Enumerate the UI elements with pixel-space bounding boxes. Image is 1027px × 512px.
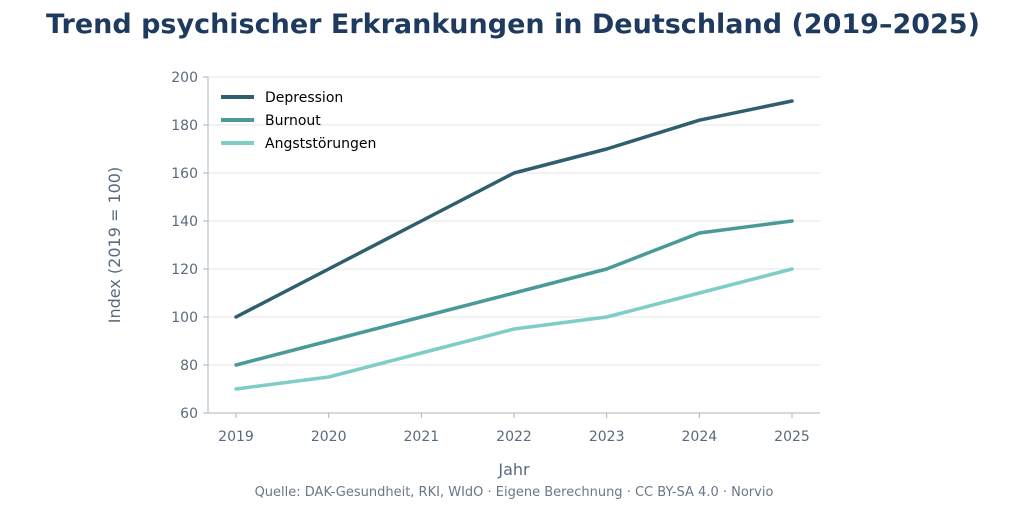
- legend: Depression Burnout Angststörungen: [221, 90, 376, 152]
- y-tick-label: 140: [171, 214, 198, 230]
- y-tick-label: 180: [171, 118, 198, 134]
- source-note: Quelle: DAK-Gesundheit, RKI, WIdO · Eige…: [255, 485, 774, 500]
- x-tick-label: 2022: [496, 429, 532, 445]
- chart-title: Trend psychischer Erkrankungen in Deutsc…: [46, 9, 980, 40]
- x-tick-label: 2024: [682, 429, 718, 445]
- series-line-angststörungen: [234, 267, 794, 391]
- x-tick-label: 2023: [589, 429, 625, 445]
- x-tick-label: 2020: [311, 429, 347, 445]
- x-tick-label: 2025: [774, 429, 810, 445]
- axes: 60 80 100 120 140 160 180 200 2019 2020 2021 2022 20…: [171, 70, 820, 445]
- y-tick-label: 80: [180, 358, 198, 374]
- y-tick-label: 100: [171, 310, 198, 326]
- legend-label: Burnout: [265, 113, 321, 129]
- series-line-burnout: [234, 219, 794, 367]
- series-lines: [234, 99, 794, 391]
- y-tick-label: 160: [171, 166, 198, 182]
- y-tick-label: 200: [171, 70, 198, 86]
- series-line-depression: [234, 99, 794, 319]
- y-axis-label: Index (2019 = 100): [105, 167, 124, 323]
- legend-label: Depression: [265, 90, 343, 106]
- x-tick-label: 2021: [404, 429, 440, 445]
- legend-label: Angststörungen: [265, 136, 376, 152]
- x-tick-label: 2019: [218, 429, 254, 445]
- y-tick-label: 120: [171, 262, 198, 278]
- y-tick-label: 60: [180, 406, 198, 422]
- x-axis-label: Jahr: [497, 460, 530, 479]
